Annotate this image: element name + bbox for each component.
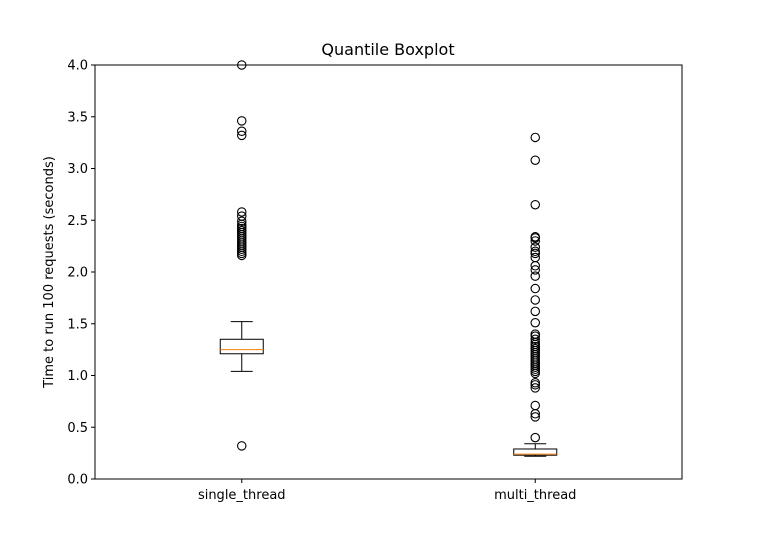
outlier-point — [530, 329, 540, 339]
outlier-point — [237, 116, 247, 126]
outlier-point — [237, 211, 247, 221]
box — [513, 448, 558, 456]
outlier-point — [530, 400, 540, 411]
y-tick-label: 3.0 — [67, 162, 88, 177]
y-axis-label: Time to run 100 requests (seconds) — [42, 156, 57, 389]
outlier-point — [530, 155, 540, 165]
outlier-point — [530, 242, 540, 252]
plot-area: 0.0 0.5 1.0 1.5 2.0 2.5 3.0 3.5 4.0 single_thread… — [67, 59, 683, 503]
outlier-point — [530, 232, 540, 242]
outlier-point — [237, 441, 247, 451]
outlier-point — [530, 265, 540, 275]
y-tick-label: 4.0 — [67, 59, 88, 74]
y-tick-label: 1.0 — [67, 369, 88, 384]
outlier-point — [530, 271, 540, 281]
outlier-point — [530, 432, 540, 443]
outlier-point — [530, 383, 540, 393]
outlier-point — [237, 130, 247, 141]
outlier-point — [530, 132, 540, 143]
x-tick-label: single_thread — [198, 488, 286, 503]
outlier-point — [530, 236, 540, 246]
y-tick-label: 0.0 — [67, 473, 88, 488]
outlier-point — [237, 207, 247, 217]
outlier-point — [237, 60, 247, 70]
outlier-point — [530, 252, 540, 263]
x-tick-label: multi_thread — [494, 488, 576, 503]
outlier-point — [530, 334, 540, 345]
outlier-point — [237, 216, 247, 227]
outlier-point — [530, 317, 540, 328]
outlier-point — [530, 412, 540, 422]
y-tick-label: 2.5 — [67, 214, 88, 229]
outlier-point — [530, 377, 540, 388]
chart-title: Quantile Boxplot — [321, 40, 454, 59]
outlier-point — [530, 283, 540, 294]
outlier-point — [530, 246, 540, 257]
y-tick-label: 3.5 — [67, 110, 88, 125]
y-tick-label: 0.5 — [67, 421, 88, 436]
outlier-point — [530, 295, 540, 305]
outlier-point — [237, 126, 247, 136]
outlier-point — [530, 199, 540, 210]
y-tick-label: 2.0 — [67, 266, 88, 281]
y-tick-label: 1.5 — [67, 317, 88, 332]
outlier-point — [530, 306, 540, 317]
box — [219, 338, 264, 355]
